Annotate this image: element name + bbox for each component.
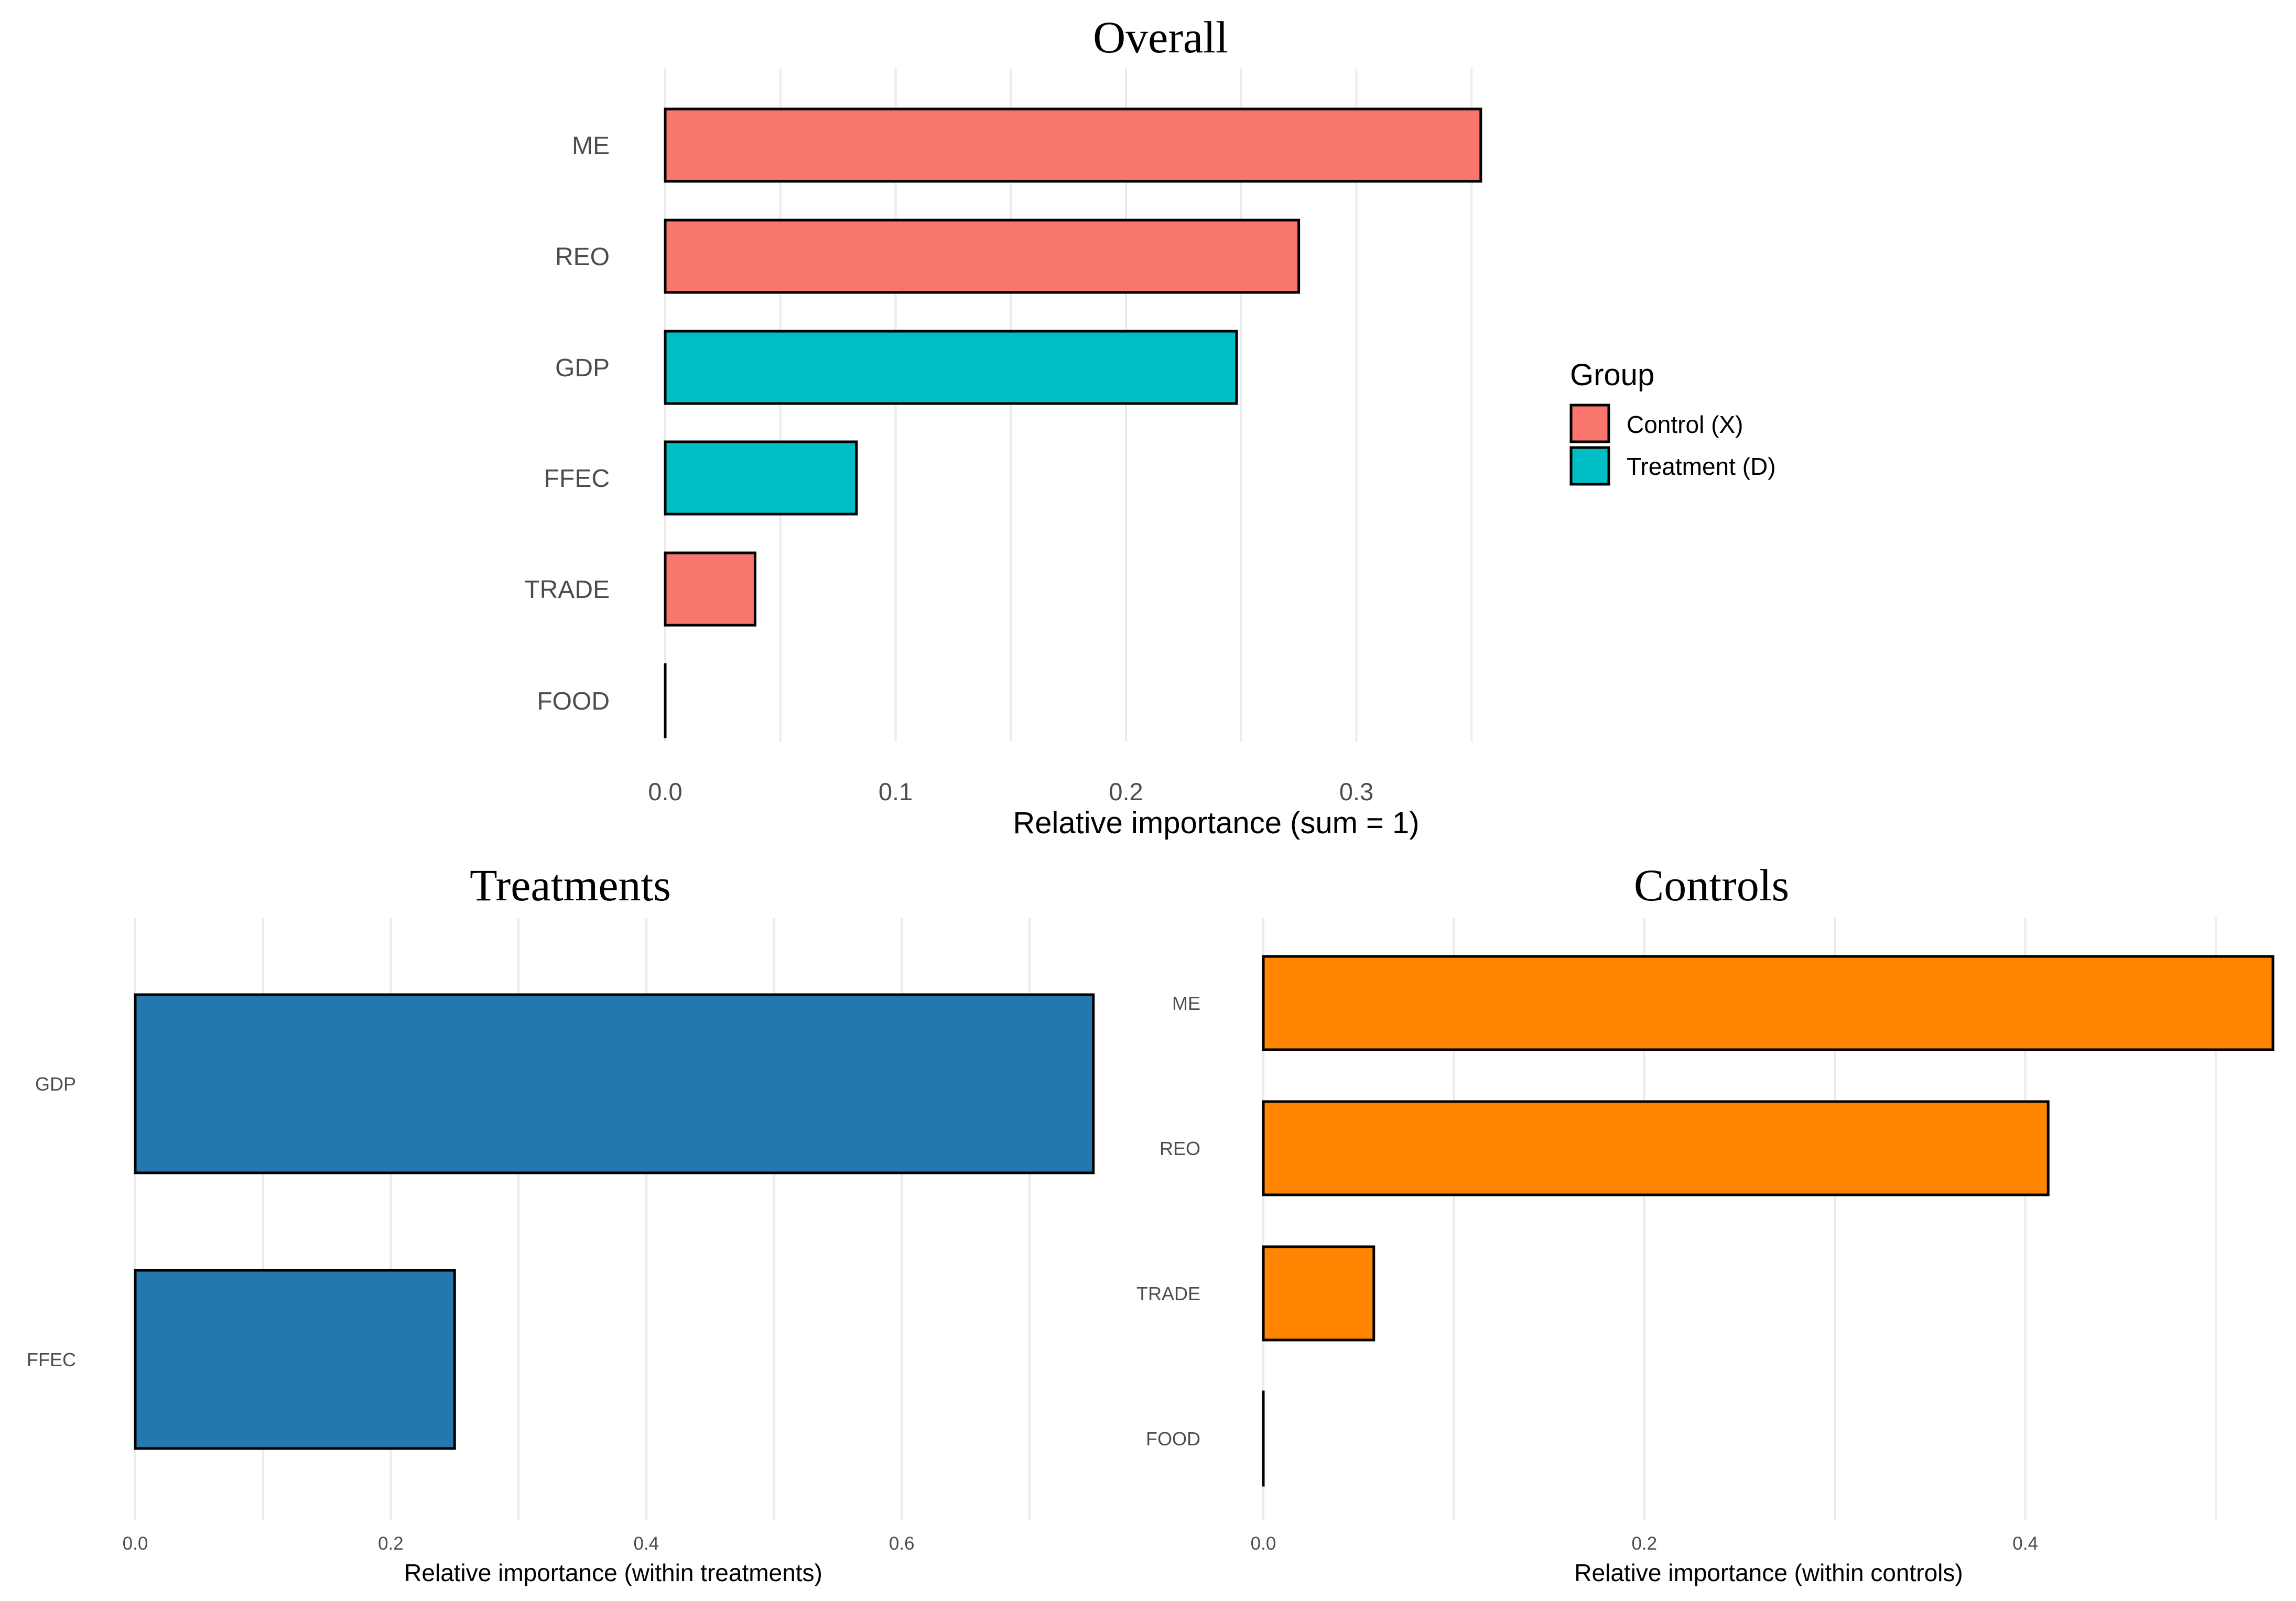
controls-bar-reo	[1262, 1100, 2050, 1196]
overall-category-label-food: FOOD	[537, 688, 610, 715]
overall-category-label-reo: REO	[555, 243, 610, 271]
treatments-x-tick-label: 0.2	[378, 1533, 404, 1554]
overall-chart: 0.0 0.1 0.2 0.3 ME REO GDP FFEC TRADE FOOD	[524, 68, 1482, 805]
treatments-chart: 0.0 0.2 0.4 0.6 GDP FFEC	[27, 918, 1095, 1554]
treatments-x-tick-label: 0.0	[123, 1533, 148, 1554]
overall-category-label-ffec: FFEC	[544, 465, 610, 493]
overall-bar-gdp	[664, 330, 1238, 405]
legend-label-control: Control (X)	[1627, 411, 1743, 438]
legend-title: Group	[1570, 358, 1654, 392]
treatments-bar-gdp	[134, 993, 1095, 1174]
treatments-category-label-ffec: FFEC	[27, 1349, 76, 1370]
overall-x-tick-label: 0.3	[1339, 778, 1373, 805]
overall-category-label-me: ME	[572, 132, 610, 160]
overall-x-tick-label: 0.2	[1109, 778, 1143, 805]
treatments-x-tick-label: 0.4	[633, 1533, 659, 1554]
overall-x-axis-label: Relative importance (sum = 1)	[1013, 806, 1419, 840]
overall-category-label-gdp: GDP	[555, 354, 610, 382]
legend-swatch-control	[1569, 404, 1610, 443]
treatments-bar-ffec	[134, 1269, 456, 1450]
overall-bar-trade	[664, 551, 756, 627]
treatments-chart-title: Treatments	[470, 860, 671, 910]
treatments-x-axis-label: Relative importance (within treatments)	[404, 1559, 822, 1586]
overall-legend: Group Control (X) Treatment (D)	[1569, 358, 1776, 486]
controls-bar-trade	[1262, 1245, 1376, 1342]
legend-swatch-treatment	[1569, 446, 1610, 486]
controls-chart-title: Controls	[1634, 860, 1789, 910]
treatments-category-label-gdp: GDP	[35, 1073, 76, 1095]
overall-bar-me	[664, 107, 1482, 183]
overall-chart-title: Overall	[1093, 12, 1228, 62]
controls-x-axis-label: Relative importance (within controls)	[1574, 1559, 1963, 1586]
controls-x-tick-label: 0.4	[2012, 1533, 2038, 1554]
overall-x-tick-label: 0.1	[879, 778, 913, 805]
controls-chart: 0.0 0.2 0.4 ME REO TRADE FOOD	[1136, 918, 2275, 1554]
controls-category-label-trade: TRADE	[1136, 1283, 1200, 1304]
controls-bar-me	[1262, 955, 2275, 1051]
overall-bar-ffec	[664, 440, 858, 516]
overall-bar-reo	[664, 219, 1301, 294]
controls-x-tick-label: 0.0	[1251, 1533, 1276, 1554]
treatments-x-tick-label: 0.6	[889, 1533, 915, 1554]
controls-category-label-food: FOOD	[1146, 1428, 1200, 1450]
overall-category-label-trade: TRADE	[524, 576, 610, 604]
controls-category-label-me: ME	[1172, 993, 1200, 1014]
controls-category-label-reo: REO	[1160, 1138, 1200, 1159]
controls-x-tick-label: 0.2	[1631, 1533, 1657, 1554]
legend-label-treatment: Treatment (D)	[1627, 453, 1776, 480]
overall-x-tick-label: 0.0	[648, 778, 682, 805]
